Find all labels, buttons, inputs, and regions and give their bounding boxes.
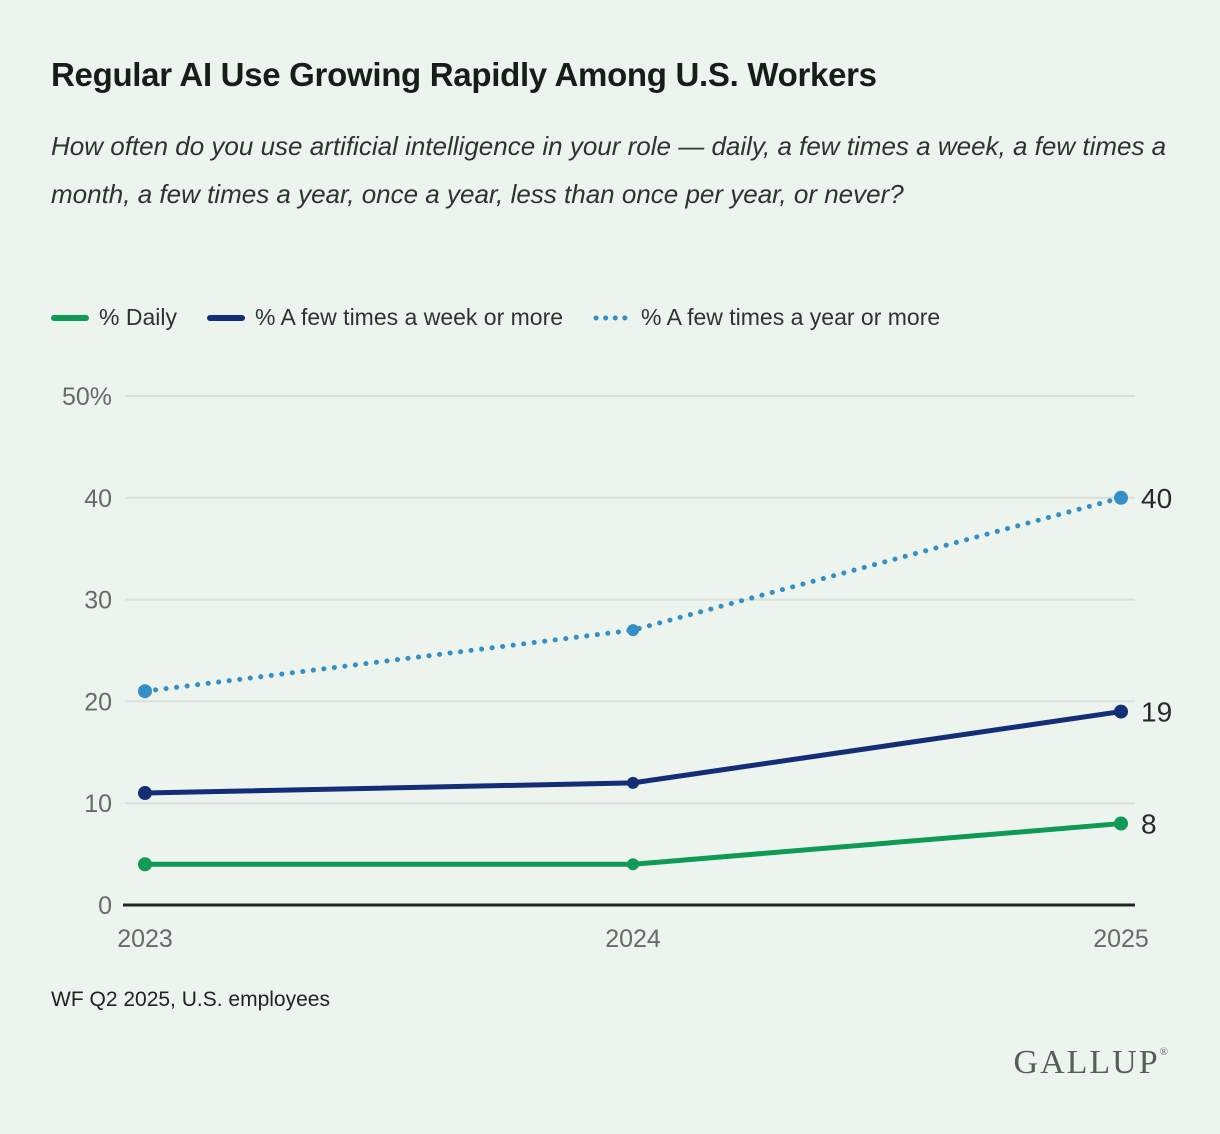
y-tick-label-50: 50% [62,383,112,411]
legend: % Daily % A few times a week or more % A f… [51,304,940,331]
series-line-2 [142,495,1124,694]
y-tick-label-10: 10 [84,790,112,818]
y-tick-label-0: 0 [98,892,112,920]
x-tick-label-2025: 2025 [1093,925,1149,953]
data-point-1-2023 [138,786,152,801]
data-point-0-2025 [1114,816,1128,831]
registered-mark: ® [1159,1046,1168,1058]
end-value-label-2: 40 [1141,483,1172,514]
legend-label: % A few times a week or more [254,304,564,330]
x-tick-label-2023: 2023 [117,925,173,953]
x-tick-label-2024: 2024 [605,925,661,953]
solid-line-swatch-icon [206,314,245,321]
chart-subtitle: How often do you use artificial intellig… [51,131,1167,209]
legend-label: % A few times a year or more [641,304,941,330]
chart-title: Regular AI Use Growing Rapidly Among U.S… [51,56,877,93]
legend-item-1: % A few times a week or more [206,304,564,331]
data-point-1-2024 [627,776,639,789]
data-point-0-2023 [138,857,152,872]
solid-line-swatch-icon [51,314,89,321]
y-tick-label-20: 20 [84,688,112,716]
data-point-1-2025 [1114,704,1128,719]
legend-label: % Daily [99,304,177,330]
legend-item-2: % A few times a year or more [593,304,940,331]
dotted-line-swatch-icon [593,315,631,320]
data-point-2-2023 [138,684,152,699]
legend-item-0: % Daily [51,304,177,331]
data-point-2-2024 [627,624,639,637]
series-line-0 [142,821,1124,867]
gallup-logo-text: GALLUP [1013,1044,1160,1081]
data-point-0-2024 [627,858,639,871]
source-note: WF Q2 2025, U.S. employees [51,988,330,1011]
gallup-logo: GALLUP® [1014,1044,1168,1082]
end-value-label-0: 8 [1141,809,1157,840]
data-point-2-2025 [1114,490,1128,505]
y-tick-label-40: 40 [84,485,112,513]
end-value-label-1: 19 [1141,697,1172,728]
y-tick-label-30: 30 [84,587,112,615]
